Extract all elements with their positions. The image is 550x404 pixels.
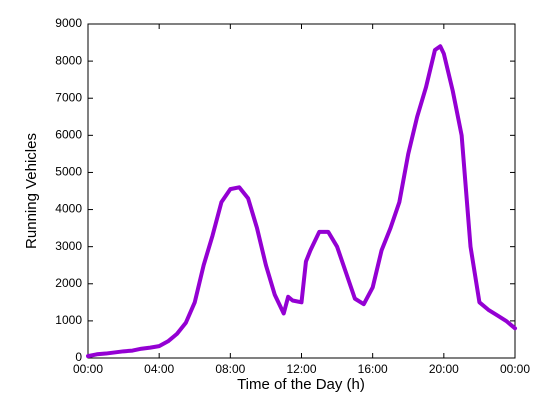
y-tick-label: 4000 [55,202,82,216]
y-tick-label: 5000 [55,165,82,179]
y-tick-label: 6000 [55,128,82,142]
y-tick-label: 9000 [55,16,82,30]
x-tick-label: 04:00 [144,362,174,376]
data-line [86,44,517,359]
x-tick-label: 12:00 [286,362,316,376]
x-tick-label: 20:00 [429,362,459,376]
y-tick-label: 3000 [55,239,82,253]
y-tick-label: 7000 [55,90,82,104]
x-tick-label: 16:00 [358,362,388,376]
x-tick-label: 00:00 [73,362,103,376]
y-tick-label: 1000 [55,313,82,327]
y-axis-label: Running Vehicles [23,133,40,249]
plot-frame [87,23,516,359]
y-tick-label: 0 [75,350,82,364]
x-axis-label: Time of the Day (h) [237,376,365,393]
y-tick-label: 2000 [55,276,82,290]
y-tick-label: 8000 [55,53,82,67]
x-tick-label: 08:00 [215,362,245,376]
x-tick-label: 00:00 [500,362,530,376]
